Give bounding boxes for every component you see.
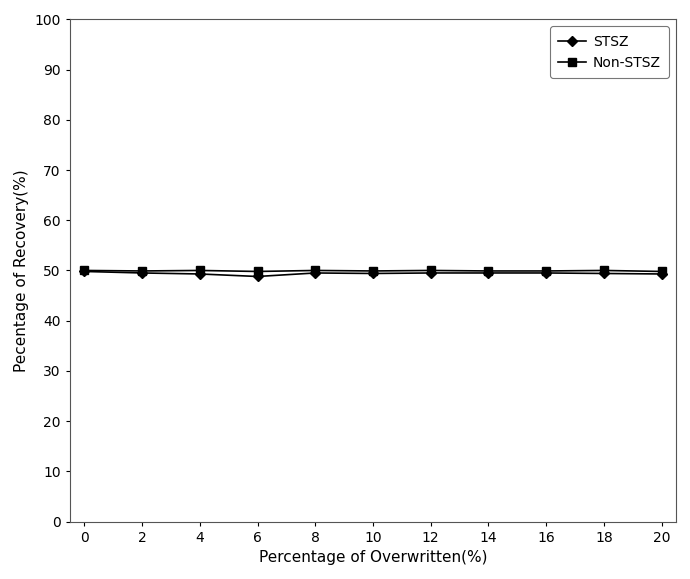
Non-STSZ: [600, 267, 608, 274]
STSZ: [311, 269, 319, 276]
X-axis label: Percentage of Overwritten(%): Percentage of Overwritten(%): [259, 550, 487, 565]
Non-STSZ: [369, 267, 377, 274]
STSZ: [369, 270, 377, 277]
STSZ: [196, 270, 204, 277]
STSZ: [542, 269, 551, 276]
STSZ: [426, 269, 435, 276]
STSZ: [138, 269, 146, 276]
STSZ: [253, 273, 262, 280]
Y-axis label: Pecentage of Recovery(%): Pecentage of Recovery(%): [14, 169, 29, 372]
Non-STSZ: [80, 267, 88, 274]
Line: STSZ: STSZ: [81, 268, 665, 280]
STSZ: [80, 268, 88, 275]
Non-STSZ: [311, 267, 319, 274]
Non-STSZ: [484, 267, 493, 274]
Non-STSZ: [196, 267, 204, 274]
STSZ: [484, 269, 493, 276]
STSZ: [658, 270, 666, 277]
Non-STSZ: [138, 267, 146, 274]
STSZ: [600, 270, 608, 277]
Non-STSZ: [426, 267, 435, 274]
Line: Non-STSZ: Non-STSZ: [80, 266, 666, 276]
Non-STSZ: [253, 268, 262, 275]
Non-STSZ: [542, 267, 551, 274]
Non-STSZ: [658, 268, 666, 275]
Legend: STSZ, Non-STSZ: STSZ, Non-STSZ: [550, 26, 669, 78]
